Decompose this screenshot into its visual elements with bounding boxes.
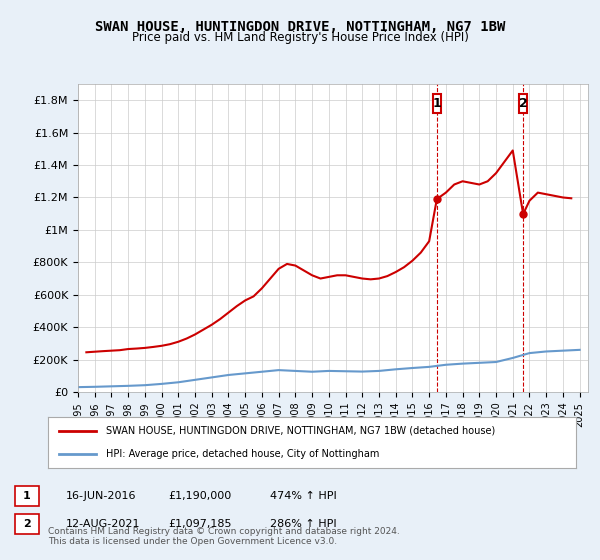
Text: Price paid vs. HM Land Registry's House Price Index (HPI): Price paid vs. HM Land Registry's House … bbox=[131, 31, 469, 44]
Text: SWAN HOUSE, HUNTINGDON DRIVE, NOTTINGHAM, NG7 1BW: SWAN HOUSE, HUNTINGDON DRIVE, NOTTINGHAM… bbox=[95, 20, 505, 34]
Text: 16-JUN-2016: 16-JUN-2016 bbox=[66, 491, 137, 501]
FancyBboxPatch shape bbox=[433, 94, 441, 113]
Text: 286% ↑ HPI: 286% ↑ HPI bbox=[270, 519, 337, 529]
Text: 1: 1 bbox=[23, 491, 31, 501]
Text: 1: 1 bbox=[433, 97, 441, 110]
Text: 2: 2 bbox=[23, 519, 31, 529]
Text: SWAN HOUSE, HUNTINGDON DRIVE, NOTTINGHAM, NG7 1BW (detached house): SWAN HOUSE, HUNTINGDON DRIVE, NOTTINGHAM… bbox=[106, 426, 496, 436]
Text: £1,097,185: £1,097,185 bbox=[168, 519, 232, 529]
Text: 12-AUG-2021: 12-AUG-2021 bbox=[66, 519, 140, 529]
FancyBboxPatch shape bbox=[519, 94, 527, 113]
Text: 474% ↑ HPI: 474% ↑ HPI bbox=[270, 491, 337, 501]
Text: £1,190,000: £1,190,000 bbox=[168, 491, 231, 501]
Text: Contains HM Land Registry data © Crown copyright and database right 2024.
This d: Contains HM Land Registry data © Crown c… bbox=[48, 526, 400, 546]
Text: 2: 2 bbox=[519, 97, 527, 110]
Text: HPI: Average price, detached house, City of Nottingham: HPI: Average price, detached house, City… bbox=[106, 449, 379, 459]
